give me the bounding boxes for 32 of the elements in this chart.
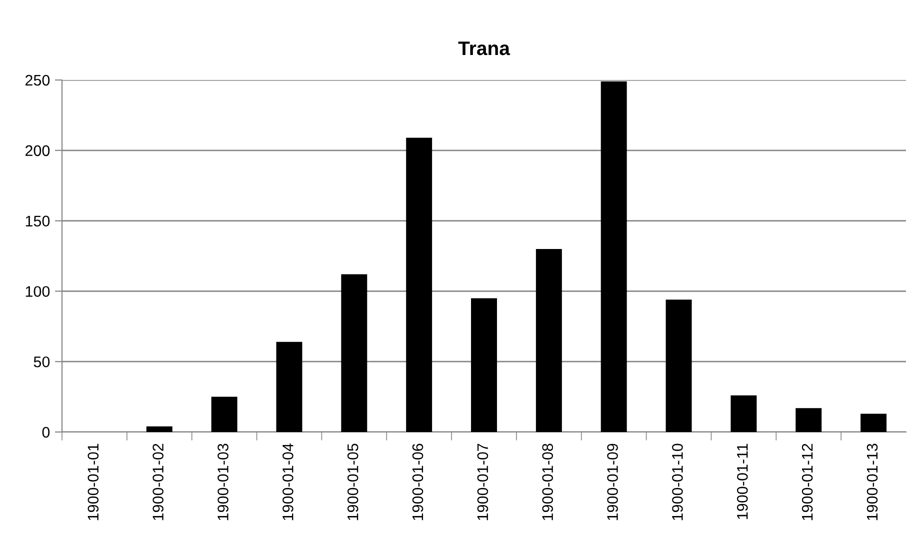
bar <box>471 298 497 432</box>
bar <box>406 138 432 432</box>
x-tick-label: 1900-01-12 <box>802 444 813 520</box>
x-tick-label: 1900-01-04 <box>282 444 294 520</box>
x-tick-label: 1900-01-02 <box>152 444 164 520</box>
x-tick-label: 1900-01-05 <box>347 444 358 520</box>
y-tick-label: 100 <box>26 286 50 297</box>
x-tick-label: 1900-01-07 <box>477 444 488 520</box>
x-tick-label: 1900-01-03 <box>218 444 228 520</box>
x-tick-label: 1900-01-13 <box>866 444 878 520</box>
bar <box>730 395 757 432</box>
bar <box>860 414 887 432</box>
x-tick-label: 1900-01-10 <box>672 444 683 520</box>
bar <box>536 248 562 432</box>
y-tick-label: 250 <box>25 74 50 86</box>
chart-title: Trana <box>458 42 510 56</box>
bar <box>600 81 627 432</box>
bar <box>341 274 368 432</box>
bar <box>666 300 692 432</box>
x-tick-label: 1900-01-08 <box>542 444 554 520</box>
x-tick-label: 1900-01-11 <box>736 444 748 519</box>
y-tick-label: 150 <box>26 216 50 226</box>
x-tick-label: 1900-01-01 <box>88 444 99 520</box>
x-tick-label: 1900-01-06 <box>412 444 424 520</box>
y-tick-label: 50 <box>34 356 50 368</box>
bar <box>146 426 172 432</box>
bar <box>211 396 238 432</box>
bar <box>796 408 822 432</box>
y-tick-label: 200 <box>25 145 50 156</box>
x-tick-label: 1900-01-09 <box>607 444 618 520</box>
bar <box>276 342 302 432</box>
y-tick-label: 0 <box>42 426 50 438</box>
